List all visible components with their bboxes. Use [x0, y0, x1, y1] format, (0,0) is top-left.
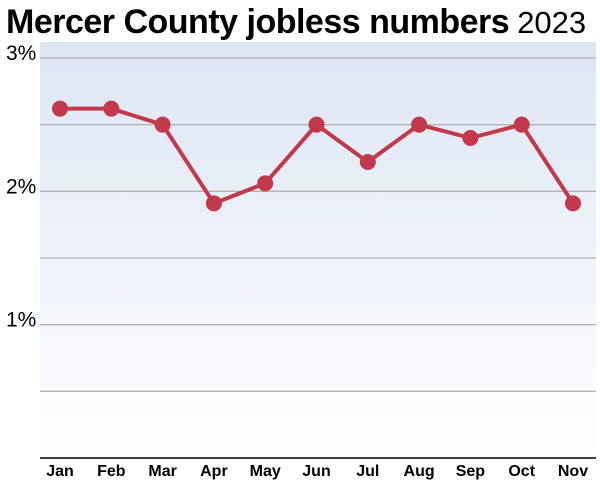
x-tick-label: Feb — [97, 463, 126, 480]
data-point-mar — [154, 116, 171, 133]
data-point-feb — [103, 100, 120, 117]
plot-background — [40, 42, 596, 458]
x-tick-label: Nov — [558, 463, 588, 480]
data-point-nov — [565, 195, 581, 212]
x-axis-ticks: Jan Feb Mar Apr May Jun Jul Aug Sep Oct Nov — [46, 463, 588, 480]
x-tick-label: Oct — [508, 463, 535, 480]
data-point-oct — [513, 116, 530, 133]
data-point-apr — [205, 195, 222, 212]
x-tick-label: Sep — [456, 463, 486, 480]
y-tick-label: 1% — [6, 309, 36, 332]
data-point-may — [257, 175, 274, 192]
data-point-jun — [308, 116, 325, 133]
series-group — [52, 100, 581, 212]
data-point-jul — [359, 154, 376, 170]
y-tick-label: 2% — [6, 175, 36, 198]
chart-title-year: 2023 — [517, 5, 587, 40]
data-point-sep — [462, 130, 479, 146]
chart-title-main: Mercer County jobless numbers — [6, 3, 510, 41]
data-point-aug — [411, 116, 428, 133]
x-tick-label: Aug — [404, 463, 435, 480]
x-tick-label: May — [250, 463, 281, 480]
x-tick-label: Mar — [148, 463, 176, 480]
grid-lines — [40, 57, 596, 392]
y-tick-label: 3% — [6, 42, 36, 65]
y-axis-ticks: 3% 2% 1% — [6, 42, 36, 332]
data-point-jan — [52, 100, 68, 117]
x-tick-label: Jul — [356, 463, 379, 480]
x-tick-label: Jun — [302, 463, 330, 480]
x-tick-label: Jan — [46, 463, 74, 480]
chart-title: Mercer County jobless numbers 2023 — [6, 2, 586, 49]
x-tick-label: Apr — [200, 463, 228, 480]
